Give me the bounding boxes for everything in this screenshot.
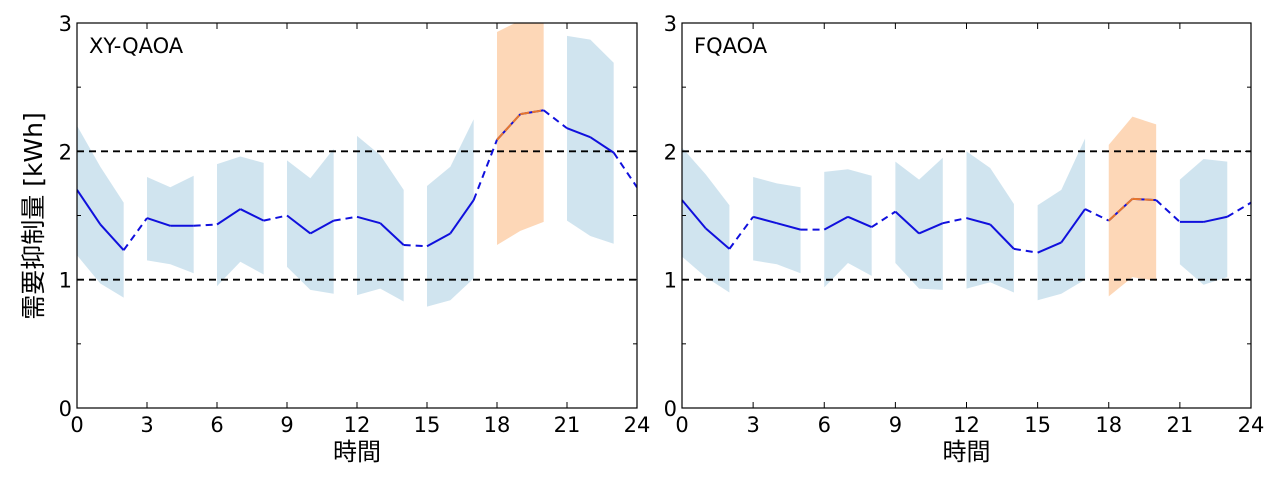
plot-area	[77, 23, 637, 307]
confidence-band	[753, 177, 801, 274]
highlight-band	[1108, 116, 1157, 297]
chart-title: FQAOA	[694, 34, 768, 58]
y-tick-label: 3	[59, 12, 72, 36]
mean-line-segment	[776, 222, 801, 231]
confidence-band	[147, 175, 194, 274]
x-tick-label: 12	[953, 413, 980, 437]
confidence-band	[217, 156, 264, 287]
x-tick-label: 12	[344, 413, 371, 437]
confidence-band	[682, 147, 730, 293]
y-tick-label: 2	[664, 140, 677, 164]
mean-line-segment	[871, 210, 896, 228]
mean-line-segment	[847, 215, 873, 228]
mean-line-segment	[543, 109, 568, 130]
x-axis-label: 時間	[333, 438, 381, 466]
mean-line-segment	[1203, 215, 1228, 223]
mean-line-segment	[1037, 241, 1062, 254]
mean-line-segment	[472, 139, 498, 201]
x-tick-label: 6	[818, 413, 831, 437]
x-tick-label: 18	[484, 413, 511, 437]
confidence-band	[427, 119, 474, 307]
mean-line-segment	[426, 232, 451, 248]
mean-line-segment	[216, 208, 241, 226]
mean-line-segment	[193, 223, 218, 227]
mean-line-segment	[379, 222, 405, 246]
chart-title: XY-QAOA	[89, 34, 184, 58]
mean-line-segment	[403, 244, 428, 248]
mean-line-segment	[1155, 199, 1181, 223]
mean-line-segment	[728, 216, 754, 250]
highlight-mean-line	[520, 109, 544, 116]
confidence-band	[966, 151, 1014, 293]
mean-line-segment	[286, 214, 311, 235]
confidence-band	[357, 135, 404, 302]
x-tick-label: 21	[554, 413, 581, 437]
mean-line-segment	[894, 210, 920, 235]
highlight-mean-line	[496, 113, 522, 141]
mean-line-segment	[263, 214, 288, 222]
mean-line-segment	[612, 152, 637, 188]
mean-line-segment	[239, 208, 265, 222]
confidence-band	[567, 35, 614, 244]
mean-line-segment	[966, 217, 991, 226]
mean-line-segment	[589, 136, 615, 154]
x-tick-label: 15	[1024, 413, 1051, 437]
mean-line-segment	[1013, 247, 1038, 254]
mean-line-segment	[1060, 208, 1086, 244]
confidence-band	[824, 169, 872, 288]
mean-line-segment	[77, 189, 102, 226]
mean-line-segment	[122, 217, 148, 251]
mean-line-segment	[682, 199, 707, 229]
y-tick-label: 1	[664, 269, 677, 293]
x-tick-label: 6	[210, 413, 223, 437]
mean-line-segment	[449, 199, 475, 235]
y-tick-label: 0	[664, 397, 677, 421]
highlight-mean-line	[1108, 198, 1134, 222]
x-tick-label: 24	[1238, 413, 1265, 437]
x-tick-label: 9	[889, 413, 902, 437]
x-tick-label: 3	[140, 413, 153, 437]
x-tick-label: 24	[624, 413, 651, 437]
confidence-band	[1037, 138, 1086, 301]
x-tick-label: 18	[1095, 413, 1122, 437]
mean-line-segment	[989, 223, 1015, 250]
mean-line-segment	[823, 215, 849, 231]
mean-line-segment	[1084, 208, 1110, 222]
mean-line-segment	[942, 217, 967, 225]
x-tick-label: 9	[280, 413, 293, 437]
highlight-mean-line	[1132, 197, 1157, 202]
confidence-band	[895, 157, 943, 290]
x-tick-label: 3	[746, 413, 759, 437]
mean-line-segment	[918, 222, 944, 235]
mean-line-segment	[1226, 201, 1251, 218]
confidence-band	[287, 148, 334, 294]
plot-area	[682, 116, 1251, 301]
mean-line-segment	[566, 127, 591, 139]
confidence-band	[77, 125, 124, 298]
x-tick-label: 0	[70, 413, 83, 437]
x-tick-label: 21	[1167, 413, 1194, 437]
y-tick-label: 1	[59, 269, 72, 293]
y-tick-label: 2	[59, 140, 72, 164]
mean-line-segment	[752, 215, 778, 225]
mean-line-segment	[309, 219, 335, 235]
x-axis-label: 時間	[943, 438, 991, 466]
mean-line-segment	[333, 215, 358, 222]
y-axis-label: 需要抑制量 [kWh]	[19, 112, 48, 320]
mean-line-segment	[705, 227, 731, 250]
mean-line-segment	[356, 215, 381, 225]
x-tick-label: 0	[675, 413, 688, 437]
mean-line-segment	[146, 217, 171, 227]
highlight-band	[497, 23, 544, 246]
mean-line-segment	[99, 223, 125, 251]
y-tick-label: 0	[59, 397, 72, 421]
y-tick-label: 3	[664, 12, 677, 36]
x-tick-label: 15	[414, 413, 441, 437]
